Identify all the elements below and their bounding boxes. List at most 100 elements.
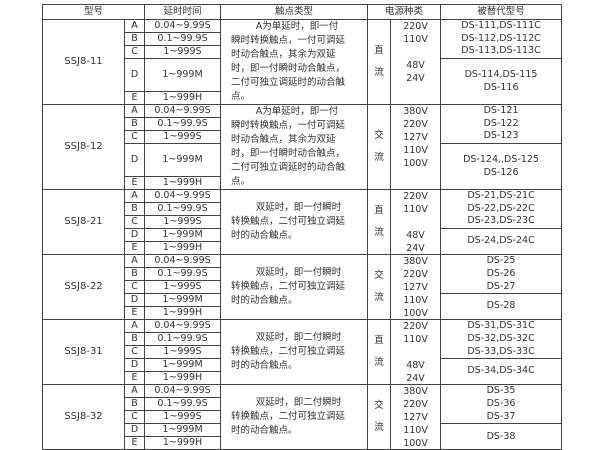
variant-letter: B — [123, 267, 146, 282]
delay-range: 0.1~99.9S — [144, 202, 222, 217]
variant-letter: B — [123, 117, 146, 132]
variant-letter: C — [123, 45, 146, 60]
variant-letter: B — [123, 332, 146, 347]
contact-type-cell: 双延时，即二付瞬时转换触点，二付可独立调延时的动合触点。 — [220, 384, 369, 450]
voltage-value: 48V — [406, 230, 425, 241]
replacement-cell: DS-28 — [440, 293, 563, 321]
voltage-value: 127V — [403, 282, 428, 294]
delay-range: 0.04~9.99S — [144, 254, 222, 269]
voltage-value: 110V — [403, 204, 428, 215]
contact-type-cell: 双延时，即一付瞬时转换触点，二付可独立调延时的动合触点。 — [220, 188, 369, 256]
variant-letter: D — [123, 228, 146, 243]
table-row: SSJ8-32 A 0.04~9.99S 双延时，即二付瞬时转换触点，二付可独立调延时… — [42, 384, 563, 450]
header-contact: 触点类型 — [220, 4, 369, 20]
variant-letter: C — [123, 280, 146, 295]
voltage-value: 127V — [403, 412, 428, 424]
voltage-cell: 220V 110V 48V 24V — [390, 319, 442, 386]
replacement-model: DS-33,DS-33C — [467, 345, 535, 357]
variant-letter: E — [123, 306, 146, 321]
replacement-model: DS-113,DS-113C — [461, 45, 541, 57]
replacement-model: DS-114,DS-115 — [464, 68, 538, 80]
header-delay: 延时时间 — [144, 4, 222, 20]
voltage-value: 110V — [403, 334, 428, 346]
replacement-model: DS-126 — [483, 166, 519, 178]
power-type-text: 直流 — [374, 45, 384, 78]
power-type-cell: 直流 — [367, 319, 392, 386]
delay-range: 1~999H — [144, 436, 222, 450]
variant-letter: D — [123, 143, 146, 177]
variant-letter: A — [123, 254, 146, 269]
table-row: SSJ8-11 A 0.04~9.99S A为单延时，即一付瞬时转换触点，一付可调延时… — [42, 18, 563, 105]
power-type-text: 直流 — [374, 335, 384, 369]
replacement-cell: DS-111,DS-111C DS-112,DS-112C DS-113,DS-11… — [440, 18, 563, 60]
delay-range: 1~999S — [144, 345, 222, 360]
delay-range: 1~999M — [144, 143, 222, 177]
replacement-model: DS-34,DS-34C — [467, 365, 535, 377]
voltage-value: 220V — [403, 269, 428, 281]
variant-letter: C — [123, 130, 146, 145]
voltage-value: 24V — [406, 373, 425, 385]
replacement-model: DS-116 — [483, 81, 519, 93]
contact-type-text: 双延时，即一付瞬时转换触点，二付可独立调延时的动合触点。 — [231, 202, 346, 242]
relay-spec-table: 型号 延时时间 触点类型 电源种类 被替代型号 SSJ8-11 A 0.04~9.9… — [41, 4, 563, 450]
model-cell: SSJ8-21 — [42, 188, 125, 256]
delay-range: 1~999M — [144, 58, 222, 92]
header-replacement: 被替代型号 — [440, 4, 563, 20]
replacement-model: DS-21,DS-21C — [467, 190, 535, 201]
voltage-value: 100V — [403, 308, 428, 320]
model-cell: SSJ8-32 — [42, 384, 125, 450]
delay-range: 1~999S — [144, 410, 222, 425]
contact-type-text: A为单延时，即一付瞬时转换触点，一付可调延时动合触点，其余为双延时，即一付瞬时动… — [231, 21, 346, 102]
model-cell: SSJ8-11 — [42, 19, 125, 105]
voltage-value: 220V — [403, 399, 428, 411]
table-row: SSJ8-22 A 0.04~9.99S 双延时，即一付瞬时转换触点，二付可独立调延时… — [42, 254, 563, 321]
voltage-value: 110V — [403, 425, 428, 437]
contact-type-text: 双延时，即二付瞬时转换触点，二付可独立调延时的动合触点。 — [231, 332, 346, 372]
replacement-model: DS-111,DS-111C — [461, 20, 541, 31]
replacement-cell: DS-38 — [440, 423, 563, 450]
contact-type-cell: A为单延时，即一付瞬时转换触点，一付可调延时动合触点，其余为双延时，即一付瞬时动… — [220, 104, 369, 190]
replacement-model: DS-24,DS-24C — [467, 235, 535, 247]
power-type-cell: 直流 — [367, 19, 392, 105]
delay-range: 0.04~9.99S — [144, 319, 222, 334]
power-type-text: 直流 — [374, 205, 384, 239]
delay-range: 0.04~9.99S — [144, 18, 222, 34]
replacement-model: DS-112,DS-112C — [461, 32, 541, 44]
delay-range: 1~999M — [144, 358, 222, 373]
replacement-cell: DS-21,DS-21C DS-22,DS-22C DS-23,DS-23C — [440, 188, 563, 230]
variant-letter: D — [123, 58, 146, 92]
replacement-cell: DS-25 DS-26 DS-27 — [440, 254, 563, 295]
delay-range: 1~999H — [144, 175, 222, 191]
delay-range: 1~999H — [144, 90, 222, 106]
delay-range: 0.04~9.99S — [144, 188, 222, 204]
header-row: 型号 延时时间 触点类型 电源种类 被替代型号 — [41, 4, 563, 20]
table-row: E 1~999H — [43, 306, 562, 321]
variant-letter: E — [123, 175, 146, 191]
variant-letter: A — [123, 103, 146, 119]
delay-range: 1~999S — [144, 130, 222, 145]
delay-range: 0.04~9.99S — [144, 384, 222, 399]
replacement-model: DS-35 — [486, 385, 516, 397]
variant-letter: D — [123, 293, 146, 308]
contact-type-cell: 双延时，即二付瞬时转换触点，二付可独立调延时的动合触点。 — [220, 319, 369, 386]
replacement-cell: DS-34,DS-34C — [440, 358, 563, 386]
contact-type-text: A为单延时，即一付瞬时转换触点，一付可调延时动合触点，其余为双延时，即一付瞬时动… — [231, 106, 346, 187]
variant-letter: B — [123, 202, 146, 217]
variant-letter: C — [123, 215, 146, 230]
delay-range: 1~999M — [144, 423, 222, 438]
replacement-cell: DS-31,DS-31C DS-32,DS-32C DS-33,DS-33C — [440, 319, 563, 360]
variant-letter: A — [123, 384, 146, 399]
replacement-cell: DS-114,DS-115 DS-116 — [440, 58, 563, 105]
voltage-value: 110V — [403, 295, 428, 307]
model-cell: SSJ8-22 — [42, 254, 125, 321]
power-type-cell: 直流 — [367, 188, 392, 256]
table-row: D 1~999M DS-34,DS-34C — [43, 358, 563, 386]
contact-type-cell: A为单延时，即一付瞬时转换触点，一付可调延时动合触点，其余为双延时，即一付瞬时动… — [220, 19, 369, 105]
variant-letter: C — [123, 410, 146, 425]
variant-letter: E — [123, 371, 146, 386]
voltage-value: 48V — [406, 360, 425, 372]
voltage-value: 100V — [403, 438, 428, 450]
variant-letter: D — [123, 358, 146, 373]
voltage-value: 110V — [403, 34, 428, 45]
voltage-cell: 380V 220V 127V 110V 100V — [390, 254, 442, 321]
